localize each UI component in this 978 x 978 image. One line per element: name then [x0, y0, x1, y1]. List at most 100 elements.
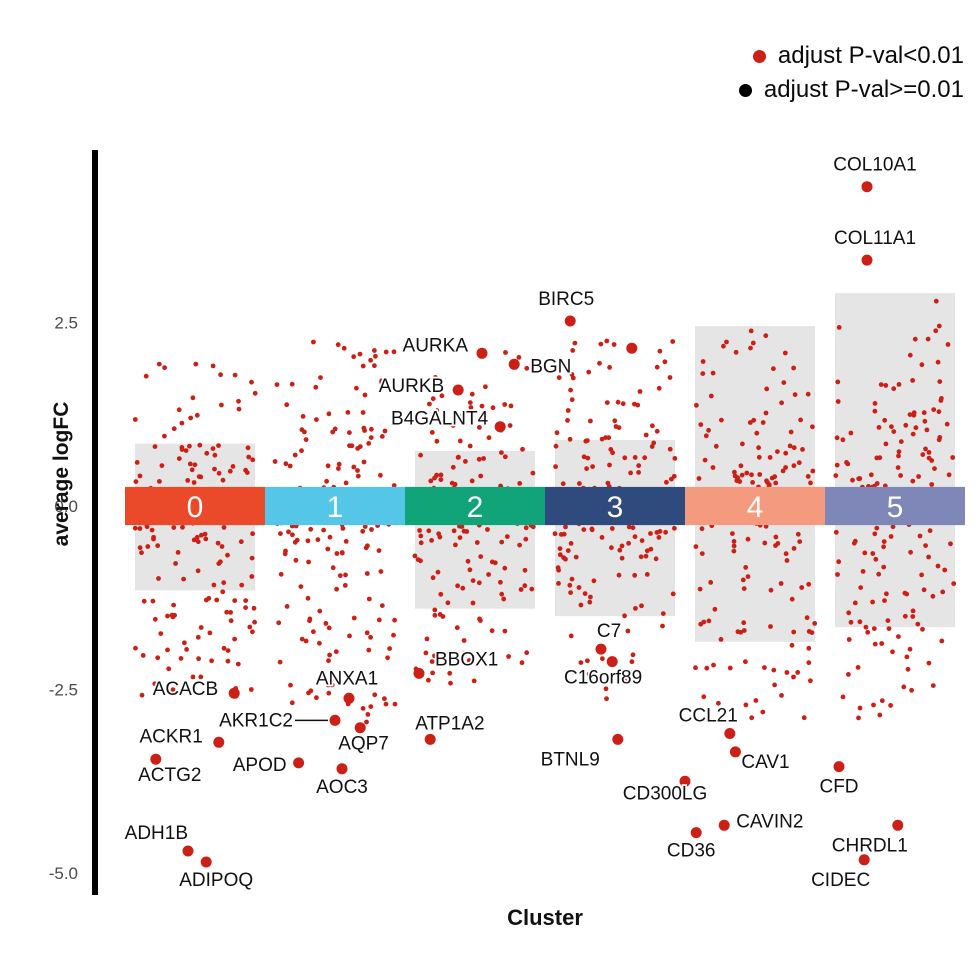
- gene-label: CD300LG: [623, 783, 708, 804]
- data-point: [573, 554, 579, 560]
- data-point: [615, 399, 621, 405]
- data-point: [461, 650, 467, 656]
- data-point: [896, 634, 901, 639]
- cluster-band: [825, 486, 965, 526]
- data-point: [427, 401, 432, 407]
- data-point: [334, 586, 339, 592]
- data-point: [336, 466, 341, 471]
- data-point: [134, 460, 140, 465]
- data-point: [385, 655, 390, 661]
- data-point: [731, 539, 737, 544]
- data-point: [185, 478, 191, 483]
- data-point: [926, 455, 932, 461]
- data-point: [863, 624, 869, 630]
- data-point: [171, 602, 177, 608]
- data-point: [227, 468, 233, 474]
- data-point: [584, 466, 589, 471]
- data-point: [654, 428, 660, 434]
- data-point: [716, 700, 721, 706]
- data-point: [649, 444, 655, 449]
- data-point: [162, 365, 168, 371]
- data-point: [902, 613, 908, 619]
- data-point: [284, 604, 290, 609]
- data-point: [351, 615, 357, 621]
- data-point: [904, 654, 910, 660]
- data-point: [165, 613, 170, 619]
- gene-point: [690, 827, 702, 839]
- data-point: [738, 463, 744, 469]
- data-point: [933, 298, 939, 304]
- data-point: [192, 462, 198, 468]
- data-point: [732, 473, 738, 479]
- data-point: [881, 544, 886, 550]
- gene-point: [861, 181, 873, 193]
- data-point: [795, 531, 801, 537]
- data-point: [245, 445, 251, 451]
- data-point: [133, 645, 138, 651]
- data-point: [585, 658, 590, 664]
- data-point: [699, 526, 705, 532]
- data-point: [145, 544, 151, 549]
- data-point: [478, 473, 484, 479]
- data-point: [585, 455, 591, 461]
- data-point: [220, 589, 226, 595]
- data-point: [835, 572, 840, 577]
- data-point: [412, 553, 418, 559]
- data-point: [428, 478, 434, 484]
- data-point: [418, 533, 424, 539]
- data-point: [432, 653, 437, 659]
- data-point: [184, 647, 190, 652]
- data-point: [524, 650, 530, 656]
- cluster-band: [265, 486, 405, 526]
- data-point: [936, 409, 942, 415]
- data-point: [734, 478, 740, 484]
- data-point: [232, 598, 238, 603]
- gene-point: [343, 692, 355, 704]
- data-point: [286, 529, 291, 535]
- data-point: [293, 557, 299, 563]
- data-point: [357, 351, 363, 357]
- cluster-label: 3: [607, 491, 624, 524]
- data-point: [366, 596, 372, 602]
- data-point: [704, 665, 710, 671]
- data-point: [630, 652, 636, 658]
- data-point: [197, 442, 203, 448]
- data-point: [946, 472, 952, 478]
- data-point: [481, 456, 486, 461]
- data-point: [132, 417, 138, 422]
- data-point: [907, 646, 913, 652]
- data-point: [713, 443, 719, 449]
- data-point: [524, 365, 530, 371]
- data-point: [196, 656, 202, 662]
- data-point: [523, 536, 529, 542]
- data-point: [387, 646, 392, 651]
- data-point: [368, 435, 374, 440]
- data-point: [502, 628, 508, 634]
- data-point: [763, 410, 769, 416]
- gene-point: [564, 315, 576, 327]
- data-point: [461, 638, 467, 643]
- data-point: [354, 385, 359, 391]
- data-point: [325, 682, 331, 688]
- data-point: [557, 552, 563, 558]
- data-point: [502, 454, 508, 460]
- data-point: [289, 700, 295, 706]
- gene-label: AQP7: [338, 734, 389, 755]
- data-point: [651, 440, 657, 446]
- data-point: [644, 572, 650, 577]
- y-axis-title: average logFC: [50, 401, 73, 547]
- data-point: [565, 408, 571, 413]
- data-point: [848, 430, 854, 436]
- data-point: [554, 430, 560, 436]
- data-point: [150, 598, 156, 604]
- data-point: [576, 585, 582, 590]
- data-point: [932, 466, 937, 471]
- data-point: [391, 349, 397, 355]
- data-point: [929, 482, 935, 487]
- data-point: [235, 661, 241, 667]
- data-point: [870, 599, 875, 605]
- data-point: [607, 365, 612, 370]
- data-point: [429, 659, 435, 664]
- gene-label: AKR1C2: [219, 710, 293, 731]
- data-point: [836, 559, 842, 565]
